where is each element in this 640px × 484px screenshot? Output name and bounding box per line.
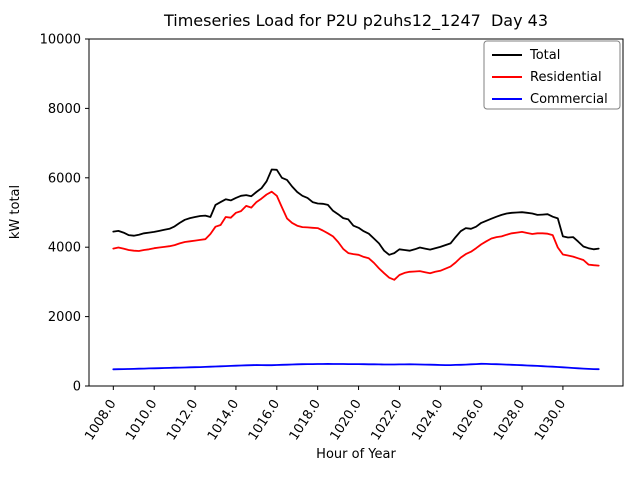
legend-residential-label: Residential [530, 70, 602, 85]
x-tick-label: 1016.0 [246, 397, 283, 443]
x-tick-label: 1020.0 [328, 397, 365, 443]
y-tick-label: 10000 [40, 33, 81, 48]
x-tick-label: 1028.0 [491, 397, 528, 443]
x-tick-label: 1030.0 [532, 397, 569, 443]
y-axis-label: kW total [8, 185, 23, 239]
x-tick-label: 1010.0 [123, 397, 160, 443]
series-line-total [112, 168, 600, 256]
y-tick-label: 8000 [48, 102, 81, 117]
x-tick-label: 1024.0 [409, 397, 446, 443]
x-tick-label: 1008.0 [82, 397, 119, 443]
y-tick-label: 6000 [48, 171, 81, 186]
legend-commercial-label: Commercial [530, 92, 608, 107]
y-tick-label: 4000 [48, 241, 81, 256]
x-tick-label: 1022.0 [368, 397, 405, 443]
legend: Total Residential Commercial [483, 40, 621, 110]
x-tick-label: 1014.0 [205, 397, 242, 443]
series-line-commercial [112, 362, 600, 371]
x-tick-label: 1018.0 [287, 397, 324, 443]
x-tick-label: 1012.0 [164, 397, 201, 443]
x-tick-label: 1026.0 [450, 397, 487, 443]
chart-title: Timeseries Load for P2U p2uhs12_1247 Day… [163, 11, 548, 31]
x-axis-label: Hour of Year [316, 447, 396, 462]
y-tick-label: 0 [73, 380, 81, 395]
series-line-residential [112, 190, 600, 281]
series-lines [112, 168, 600, 371]
y-tick-label: 2000 [48, 310, 81, 325]
plot-border [88, 38, 624, 387]
legend-frame [483, 40, 621, 110]
legend-total-label: Total [529, 48, 560, 63]
